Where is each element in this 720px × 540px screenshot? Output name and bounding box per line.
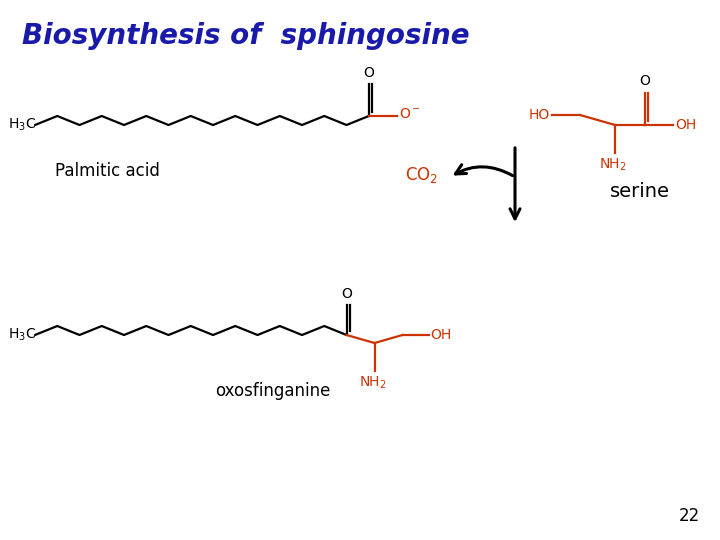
Text: OH: OH [431, 328, 451, 342]
Text: HO: HO [528, 108, 550, 122]
Text: NH$_2$: NH$_2$ [359, 375, 387, 392]
Text: Biosynthesis of  sphingosine: Biosynthesis of sphingosine [22, 22, 469, 50]
Text: O: O [364, 66, 374, 80]
Text: NH$_2$: NH$_2$ [599, 157, 627, 173]
Text: CO$_2$: CO$_2$ [405, 165, 438, 185]
Text: oxosfinganine: oxosfinganine [215, 382, 330, 400]
Text: 22: 22 [679, 507, 700, 525]
Text: O$^-$: O$^-$ [399, 107, 421, 121]
Text: O: O [341, 287, 352, 301]
Text: H$_3$C: H$_3$C [8, 117, 36, 133]
Text: serine: serine [610, 182, 670, 201]
Text: H$_3$C: H$_3$C [8, 327, 36, 343]
Text: OH: OH [675, 118, 696, 132]
Text: Palmitic acid: Palmitic acid [55, 162, 160, 180]
Text: O: O [639, 74, 650, 88]
